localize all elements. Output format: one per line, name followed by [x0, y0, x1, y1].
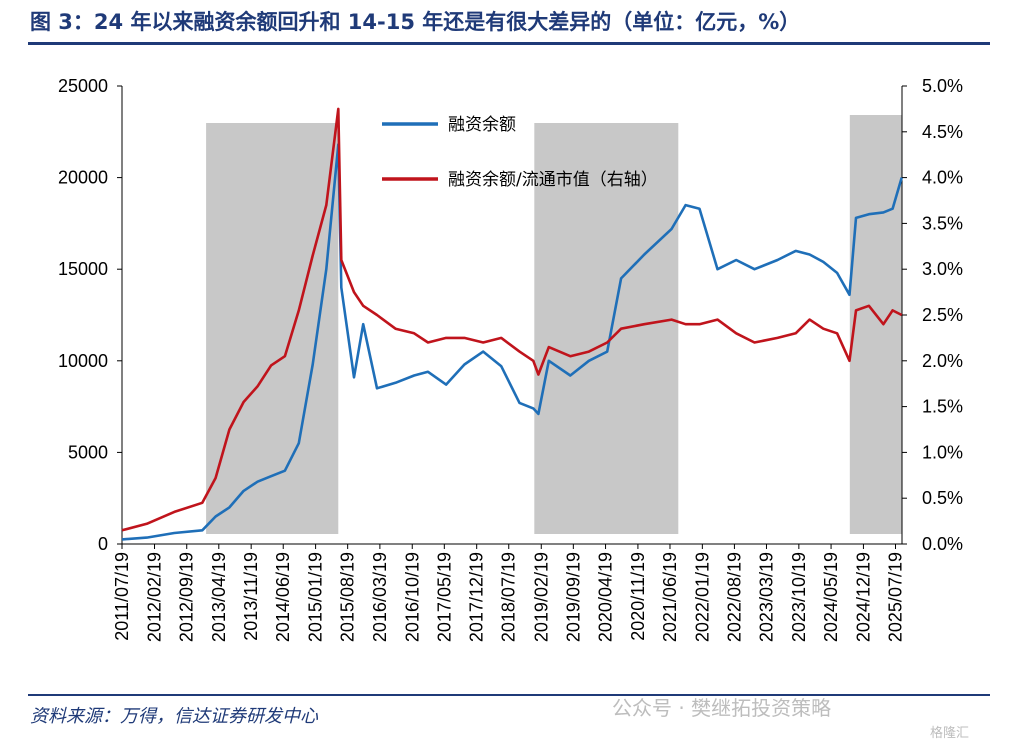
x-tick-label: 2023/10/19: [789, 552, 809, 642]
y-right-tick-label: 2.5%: [922, 305, 963, 325]
figure-title: 图 3：24 年以来融资余额回升和 14-15 年还是有很大差异的（单位：亿元，…: [30, 10, 801, 34]
x-tick-label: 2014/06/19: [273, 552, 293, 642]
x-tick-label: 2024/12/19: [853, 552, 873, 642]
shaded-period-3: [849, 115, 902, 534]
x-tick-label: 2019/09/19: [563, 552, 583, 642]
line-chart: 0 5000 10000 15000 20000 25000 0.0% 0.5% 1.0% 1.5…: [58, 76, 963, 642]
y-left-tick-label: 20000: [58, 168, 108, 188]
y-right-tick-label: 4.0%: [922, 168, 963, 188]
x-tick-label: 2012/09/19: [177, 552, 197, 642]
x-tick-label: 2018/07/19: [499, 552, 519, 642]
shaded-period-2: [534, 123, 679, 534]
y-left-tick-label: 10000: [58, 351, 108, 371]
x-tick-label: 2012/02/19: [145, 552, 165, 642]
x-tick-label: 2013/04/19: [209, 552, 229, 642]
watermark: 公众号 · 樊继拓投资策略: [612, 696, 832, 720]
y-left-tick-label: 5000: [68, 442, 108, 462]
y-right-tick-label: 3.5%: [922, 213, 963, 233]
x-tick-label: 2015/08/19: [338, 552, 358, 642]
x-tick-label: 2022/08/19: [724, 552, 744, 642]
y-right-tick-label: 0.5%: [922, 488, 963, 508]
x-tick-label: 2017/05/19: [434, 552, 454, 642]
watermark-badge: 格隆汇: [930, 726, 970, 741]
y-right-tick-label: 1.0%: [922, 442, 963, 462]
y-left-tick-label: 25000: [58, 76, 108, 96]
chart-legend: 融资余额 融资余额/流通市值（右轴）: [382, 115, 658, 190]
title-rule: [28, 42, 990, 45]
y-left-tick-label: 15000: [58, 259, 108, 279]
shaded-period-1: [206, 123, 339, 534]
x-tick-label: 2015/01/19: [306, 552, 326, 642]
legend-label-series2: 融资余额/流通市值（右轴）: [448, 170, 658, 190]
source-rule: [28, 694, 990, 696]
y-right-tick-label: 3.0%: [922, 259, 963, 279]
legend-label-series1: 融资余额: [448, 115, 516, 135]
x-tick-label: 2016/10/19: [402, 552, 422, 642]
y-right-tick-label: 1.5%: [922, 397, 963, 417]
x-tick-label: 2020/04/19: [596, 552, 616, 642]
series-line-1: [121, 143, 903, 541]
x-tick-label: 2025/07/19: [885, 552, 905, 642]
x-tick-label: 2011/07/19: [112, 552, 132, 641]
x-tick-label: 2022/01/19: [692, 552, 712, 642]
y-right-tick-label: 4.5%: [922, 122, 963, 142]
x-tick-label: 2017/12/19: [467, 552, 487, 642]
x-tick-label: 2024/05/19: [821, 552, 841, 642]
x-tick-label: 2021/06/19: [660, 552, 680, 642]
series-line-2: [121, 107, 903, 532]
x-tick-label: 2019/02/19: [531, 552, 551, 642]
source-note: 资料来源：万得，信达证券研发中心: [30, 706, 318, 727]
x-tick-label: 2013/11/19: [241, 552, 261, 641]
x-tick-label: 2020/11/19: [628, 552, 648, 641]
y-right-tick-label: 0.0%: [922, 534, 963, 554]
y-left-tick-label: 0: [98, 534, 108, 554]
x-tick-label: 2023/03/19: [756, 552, 776, 642]
y-right-tick-label: 5.0%: [922, 76, 963, 96]
x-tick-label: 2016/03/19: [370, 552, 390, 642]
y-right-tick-label: 2.0%: [922, 351, 963, 371]
